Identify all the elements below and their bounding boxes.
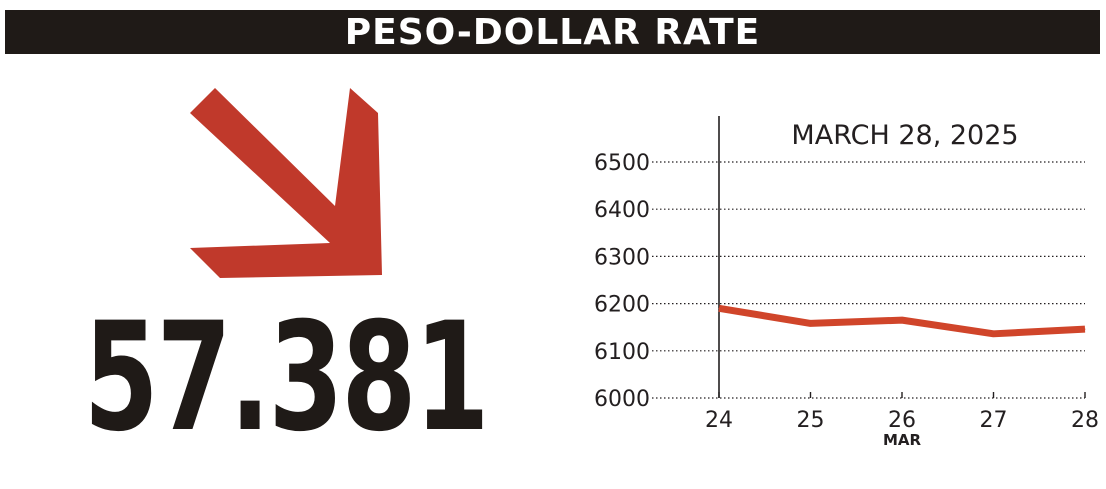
y-tick-label: 6500: [594, 151, 650, 176]
grid-layer: [652, 161, 1085, 399]
y-tick-label: 6400: [594, 198, 650, 223]
line-chart: MARCH 28, 2025 6000 6100 6200 6300 6400 6500 2…: [594, 116, 1099, 449]
data-point: [993, 333, 994, 335]
y-tick-label: 6000: [594, 387, 650, 412]
arrow-down-right-icon: [190, 88, 382, 278]
data-point: [1084, 328, 1086, 330]
data-point: [901, 319, 903, 321]
rate-value: 57.381: [83, 291, 490, 465]
data-point: [810, 322, 811, 324]
rate-chart: MARCH 28, 2025 6000 6100 6200 6300 6400 6500 2…: [580, 110, 1100, 460]
x-tick-label: 27: [980, 408, 1008, 433]
chart-title: MARCH 28, 2025: [791, 120, 1018, 151]
series-line: [718, 304, 1086, 338]
y-tick-label: 6100: [594, 340, 650, 365]
axis-layer: [718, 116, 1086, 398]
y-tick-label: 6200: [594, 293, 650, 318]
label-layer: 6000 6100 6200 6300 6400 6500 24 25 26 27 28 MAR: [594, 151, 1099, 449]
page-title: PESO-DOLLAR RATE: [344, 11, 761, 53]
y-tick-label: 6300: [594, 245, 650, 270]
data-point: [718, 307, 720, 309]
x-tick-label: 26: [888, 408, 916, 433]
x-tick-label: 24: [705, 408, 733, 433]
header-bar: PESO-DOLLAR RATE: [5, 10, 1100, 54]
x-tick-label: 28: [1071, 408, 1099, 433]
x-group-label: MAR: [883, 431, 922, 449]
x-tick-label: 25: [797, 408, 825, 433]
arrow-down-right-shape: [190, 88, 382, 278]
series-layer: [718, 304, 1086, 338]
